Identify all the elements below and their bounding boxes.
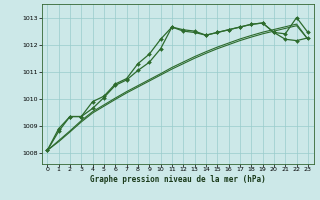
X-axis label: Graphe pression niveau de la mer (hPa): Graphe pression niveau de la mer (hPa) (90, 175, 266, 184)
